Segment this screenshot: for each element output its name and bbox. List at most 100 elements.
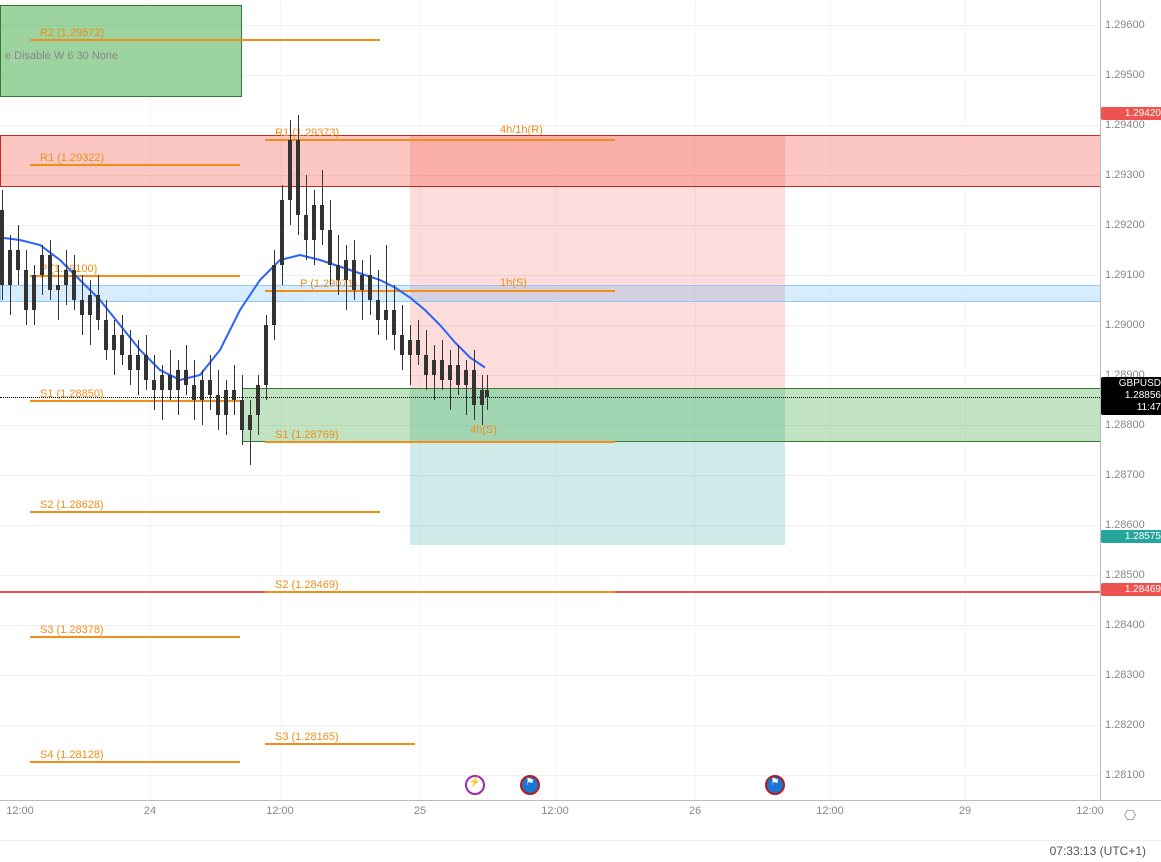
candle-body[interactable] xyxy=(464,370,468,385)
pivot-line[interactable] xyxy=(265,591,615,593)
candle-body[interactable] xyxy=(160,375,164,390)
pivot-line[interactable] xyxy=(265,441,615,443)
pivot-line[interactable] xyxy=(30,39,380,41)
status-bar: 07:33:13 (UTC+1) xyxy=(0,840,1161,861)
candle-body[interactable] xyxy=(392,310,396,335)
candle-body[interactable] xyxy=(456,365,460,385)
pivot-line[interactable] xyxy=(30,275,240,277)
candle-body[interactable] xyxy=(384,310,388,320)
candle-body[interactable] xyxy=(136,355,140,370)
price-tag[interactable]: 1.28575 xyxy=(1101,530,1161,543)
candle-body[interactable] xyxy=(72,270,76,300)
candle-body[interactable] xyxy=(416,340,420,355)
candle-body[interactable] xyxy=(168,375,172,390)
candle-body[interactable] xyxy=(224,390,228,415)
pivot-label: S2 (1.28628) xyxy=(40,499,104,511)
candle-body[interactable] xyxy=(56,285,60,290)
candle-body[interactable] xyxy=(296,140,300,215)
candle-body[interactable] xyxy=(360,275,364,290)
candle-body[interactable] xyxy=(96,295,100,320)
x-tick-label: 12:00 xyxy=(1076,805,1104,817)
candle-body[interactable] xyxy=(424,355,428,375)
y-tick-label: 1.29500 xyxy=(1105,69,1145,81)
red-resistance-band[interactable] xyxy=(0,135,1102,187)
candle-body[interactable] xyxy=(448,365,452,380)
candle-body[interactable] xyxy=(264,325,268,385)
candle-body[interactable] xyxy=(312,205,316,240)
candle-body[interactable] xyxy=(240,400,244,430)
current-price-tag[interactable]: GBPUSD1.2885611:47 xyxy=(1101,377,1161,415)
pivot-line[interactable] xyxy=(30,400,240,402)
candle-body[interactable] xyxy=(8,250,12,285)
price-tag[interactable]: 1.28469 xyxy=(1101,583,1161,596)
economic-event-icon[interactable]: ⚑ xyxy=(765,775,785,795)
candle-body[interactable] xyxy=(144,355,148,380)
candle-body[interactable] xyxy=(16,250,20,270)
candle-body[interactable] xyxy=(40,255,44,275)
candle-body[interactable] xyxy=(432,360,436,375)
pivot-line[interactable] xyxy=(30,511,380,513)
candle-body[interactable] xyxy=(320,205,324,230)
candle-body[interactable] xyxy=(485,390,489,397)
pivot-line[interactable] xyxy=(30,164,240,166)
candle-body[interactable] xyxy=(400,335,404,355)
candle-body[interactable] xyxy=(472,370,476,405)
pivot-line[interactable] xyxy=(30,636,240,638)
pivot-line[interactable] xyxy=(265,290,615,292)
chart-plot-area[interactable]: R2 (1.29572)R1 (1.29322)R1 (1.29373)P (1… xyxy=(0,0,1100,800)
candle-body[interactable] xyxy=(48,255,52,290)
candle-body[interactable] xyxy=(80,300,84,315)
pivot-line[interactable] xyxy=(30,761,240,763)
pivot-line[interactable] xyxy=(265,743,415,745)
candle-body[interactable] xyxy=(480,390,484,405)
candle-body[interactable] xyxy=(304,215,308,240)
blue-pivot-band[interactable] xyxy=(0,285,1102,302)
indicator-params-label[interactable]: e Disable W 6 30 None xyxy=(5,50,118,62)
candle-body[interactable] xyxy=(248,415,252,430)
economic-event-icon[interactable]: ⚑ xyxy=(520,775,540,795)
candle-body[interactable] xyxy=(344,260,348,280)
current-price-line[interactable] xyxy=(0,397,1100,398)
candle-body[interactable] xyxy=(0,210,4,285)
candle-body[interactable] xyxy=(200,380,204,400)
candle-body[interactable] xyxy=(128,355,132,370)
x-tick-label: 25 xyxy=(414,805,426,817)
pivot-line[interactable] xyxy=(265,139,615,141)
candle-body[interactable] xyxy=(120,335,124,355)
candle-body[interactable] xyxy=(368,275,372,300)
price-tag[interactable]: 1.29420 xyxy=(1101,107,1161,120)
candle-body[interactable] xyxy=(376,300,380,320)
candle-body[interactable] xyxy=(104,320,108,350)
candle-body[interactable] xyxy=(352,260,356,290)
candle-body[interactable] xyxy=(272,265,276,325)
grid-line xyxy=(0,125,1100,126)
earnings-event-icon[interactable]: ⚡ xyxy=(465,775,485,795)
candle-body[interactable] xyxy=(64,270,68,285)
candle-body[interactable] xyxy=(280,200,284,265)
x-tick-label: 26 xyxy=(689,805,701,817)
candle-body[interactable] xyxy=(184,370,188,385)
candle-body[interactable] xyxy=(112,335,116,350)
candle-body[interactable] xyxy=(408,340,412,355)
candle-body[interactable] xyxy=(216,395,220,415)
countdown: 11:47 xyxy=(1103,402,1161,414)
candle-body[interactable] xyxy=(88,295,92,315)
candle-body[interactable] xyxy=(288,140,292,200)
candle-body[interactable] xyxy=(336,265,340,280)
pivot-label: S2 (1.28469) xyxy=(275,579,339,591)
candle-body[interactable] xyxy=(24,270,28,310)
candle-body[interactable] xyxy=(256,385,260,415)
candle-body[interactable] xyxy=(232,390,236,400)
price-axis[interactable]: 1.281001.282001.283001.284001.285001.286… xyxy=(1100,0,1161,800)
candle-body[interactable] xyxy=(208,380,212,395)
goto-date-icon[interactable]: ⎔ xyxy=(1122,807,1138,823)
candle-body[interactable] xyxy=(152,380,156,390)
pivot-label: R1 (1.29322) xyxy=(40,152,104,164)
candle-body[interactable] xyxy=(176,370,180,390)
candle-body[interactable] xyxy=(328,230,332,265)
green-support-band[interactable] xyxy=(242,388,1102,443)
candle-body[interactable] xyxy=(440,360,444,380)
candle-body[interactable] xyxy=(192,385,196,400)
candle-body[interactable] xyxy=(32,275,36,310)
time-axis[interactable]: 12:002412:002512:002612:002912:00 xyxy=(0,800,1161,841)
